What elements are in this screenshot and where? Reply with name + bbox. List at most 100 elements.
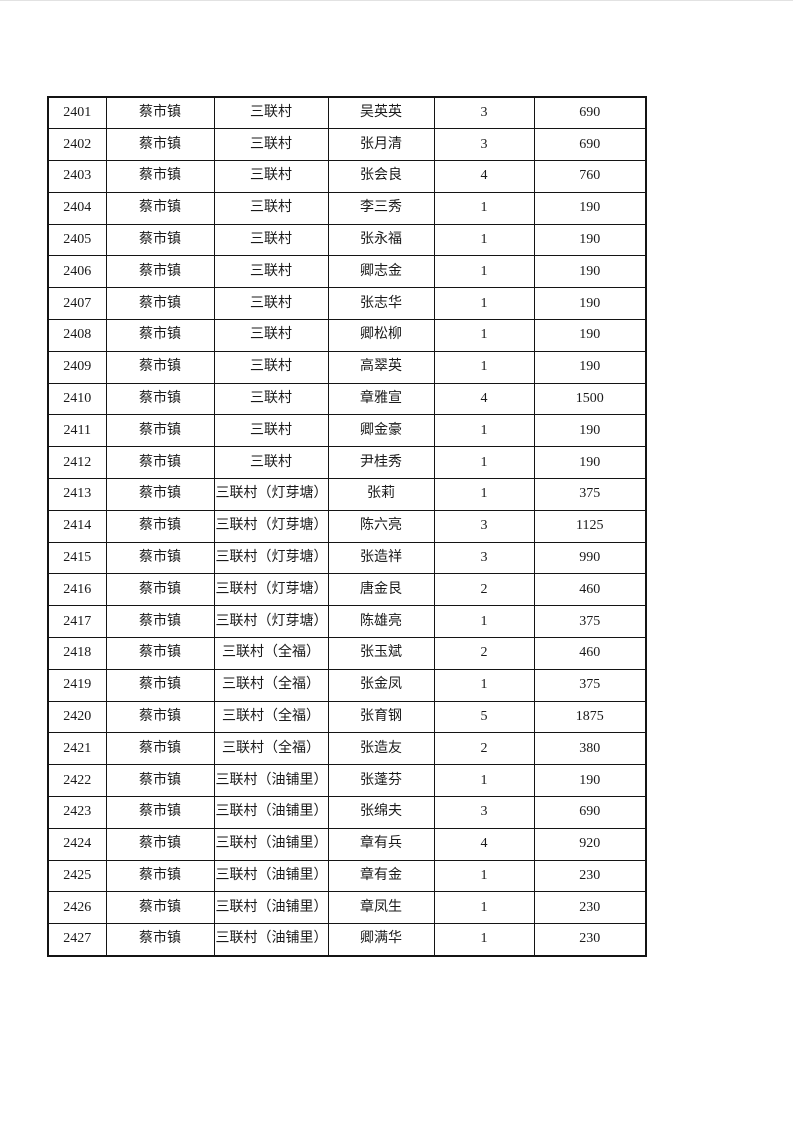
cell-village: 三联村 (213, 414, 329, 448)
cell-serial-number: 2409 (47, 350, 107, 384)
table-row: 2420 蔡市镇 三联村（全福） 张育钢 5 1875 (47, 700, 647, 734)
cell-town: 蔡市镇 (105, 382, 215, 416)
cell-person-count: 3 (433, 96, 535, 130)
cell-town: 蔡市镇 (105, 319, 215, 352)
cell-village: 三联村（灯芽塘） (213, 509, 329, 543)
table-body: 2401 蔡市镇 三联村 吴英英 3 690 2402 蔡市镇 三联村 张月清 3 690 2403 蔡市… (47, 96, 647, 957)
cell-beneficiary-name: 张金凤 (327, 668, 435, 702)
cell-person-count: 1 (433, 255, 535, 289)
cell-village: 三联村（油铺里） (213, 859, 329, 893)
cell-beneficiary-name: 章有兵 (327, 827, 435, 861)
cell-serial-number: 2424 (47, 827, 107, 861)
cell-serial-number: 2418 (47, 637, 107, 670)
cell-person-count: 4 (433, 382, 535, 416)
cell-beneficiary-name: 唐金艮 (327, 573, 435, 607)
cell-person-count: 1 (433, 191, 535, 225)
cell-town: 蔡市镇 (105, 891, 215, 925)
cell-beneficiary-name: 陈六亮 (327, 509, 435, 543)
cell-town: 蔡市镇 (105, 732, 215, 766)
cell-village: 三联村 (213, 287, 329, 321)
table-row: 2411 蔡市镇 三联村 卿金豪 1 190 (47, 414, 647, 448)
cell-amount: 190 (533, 191, 647, 225)
cell-person-count: 1 (433, 764, 535, 798)
cell-serial-number: 2419 (47, 668, 107, 702)
cell-amount: 690 (533, 128, 647, 162)
cell-serial-number: 2415 (47, 541, 107, 575)
cell-town: 蔡市镇 (105, 668, 215, 702)
cell-village: 三联村（灯芽塘） (213, 573, 329, 607)
cell-person-count: 4 (433, 827, 535, 861)
cell-beneficiary-name: 张造祥 (327, 541, 435, 575)
cell-town: 蔡市镇 (105, 160, 215, 193)
table-row: 2408 蔡市镇 三联村 卿松柳 1 190 (47, 319, 647, 352)
cell-amount: 460 (533, 637, 647, 670)
cell-beneficiary-name: 高翠英 (327, 350, 435, 384)
cell-village: 三联村（油铺里） (213, 891, 329, 925)
cell-serial-number: 2420 (47, 700, 107, 734)
cell-amount: 190 (533, 319, 647, 352)
cell-serial-number: 2427 (47, 923, 107, 957)
cell-village: 三联村（全福） (213, 637, 329, 670)
table-row: 2409 蔡市镇 三联村 高翠英 1 190 (47, 350, 647, 384)
cell-amount: 190 (533, 350, 647, 384)
cell-beneficiary-name: 张志华 (327, 287, 435, 321)
table-row: 2422 蔡市镇 三联村（油铺里） 张蓬芬 1 190 (47, 764, 647, 798)
table-row: 2414 蔡市镇 三联村（灯芽塘） 陈六亮 3 1125 (47, 509, 647, 543)
cell-town: 蔡市镇 (105, 350, 215, 384)
cell-beneficiary-name: 张玉斌 (327, 637, 435, 670)
table-row: 2419 蔡市镇 三联村（全福） 张金凤 1 375 (47, 668, 647, 702)
cell-village: 三联村（灯芽塘） (213, 605, 329, 639)
cell-serial-number: 2408 (47, 319, 107, 352)
table-row: 2412 蔡市镇 三联村 尹桂秀 1 190 (47, 446, 647, 480)
cell-beneficiary-name: 张永福 (327, 223, 435, 257)
cell-person-count: 2 (433, 732, 535, 766)
table-row: 2403 蔡市镇 三联村 张会良 4 760 (47, 160, 647, 193)
cell-town: 蔡市镇 (105, 605, 215, 639)
cell-beneficiary-name: 章凤生 (327, 891, 435, 925)
cell-beneficiary-name: 张莉 (327, 478, 435, 511)
cell-amount: 190 (533, 446, 647, 480)
cell-amount: 1875 (533, 700, 647, 734)
cell-person-count: 1 (433, 859, 535, 893)
table-row: 2406 蔡市镇 三联村 卿志金 1 190 (47, 255, 647, 289)
cell-town: 蔡市镇 (105, 637, 215, 670)
cell-village: 三联村（全福） (213, 732, 329, 766)
cell-village: 三联村 (213, 96, 329, 130)
cell-village: 三联村 (213, 191, 329, 225)
cell-amount: 190 (533, 764, 647, 798)
cell-town: 蔡市镇 (105, 541, 215, 575)
cell-amount: 190 (533, 255, 647, 289)
cell-beneficiary-name: 卿松柳 (327, 319, 435, 352)
cell-town: 蔡市镇 (105, 764, 215, 798)
cell-serial-number: 2421 (47, 732, 107, 766)
cell-serial-number: 2414 (47, 509, 107, 543)
cell-village: 三联村（油铺里） (213, 796, 329, 829)
cell-village: 三联村（油铺里） (213, 764, 329, 798)
cell-person-count: 1 (433, 350, 535, 384)
cell-person-count: 1 (433, 668, 535, 702)
cell-beneficiary-name: 张育钢 (327, 700, 435, 734)
cell-beneficiary-name: 卿满华 (327, 923, 435, 957)
cell-beneficiary-name: 张月清 (327, 128, 435, 162)
table-row: 2416 蔡市镇 三联村（灯芽塘） 唐金艮 2 460 (47, 573, 647, 607)
cell-beneficiary-name: 章雅宣 (327, 382, 435, 416)
table-row: 2417 蔡市镇 三联村（灯芽塘） 陈雄亮 1 375 (47, 605, 647, 639)
table-row: 2426 蔡市镇 三联村（油铺里） 章凤生 1 230 (47, 891, 647, 925)
cell-beneficiary-name: 李三秀 (327, 191, 435, 225)
cell-serial-number: 2422 (47, 764, 107, 798)
cell-person-count: 1 (433, 446, 535, 480)
cell-village: 三联村 (213, 350, 329, 384)
table-row: 2405 蔡市镇 三联村 张永福 1 190 (47, 223, 647, 257)
cell-village: 三联村（油铺里） (213, 923, 329, 957)
table-row: 2407 蔡市镇 三联村 张志华 1 190 (47, 287, 647, 321)
cell-beneficiary-name: 张会良 (327, 160, 435, 193)
cell-serial-number: 2407 (47, 287, 107, 321)
cell-person-count: 1 (433, 923, 535, 957)
cell-town: 蔡市镇 (105, 446, 215, 480)
cell-person-count: 1 (433, 478, 535, 511)
cell-person-count: 1 (433, 891, 535, 925)
cell-village: 三联村 (213, 128, 329, 162)
cell-person-count: 3 (433, 509, 535, 543)
cell-person-count: 1 (433, 287, 535, 321)
cell-village: 三联村 (213, 446, 329, 480)
